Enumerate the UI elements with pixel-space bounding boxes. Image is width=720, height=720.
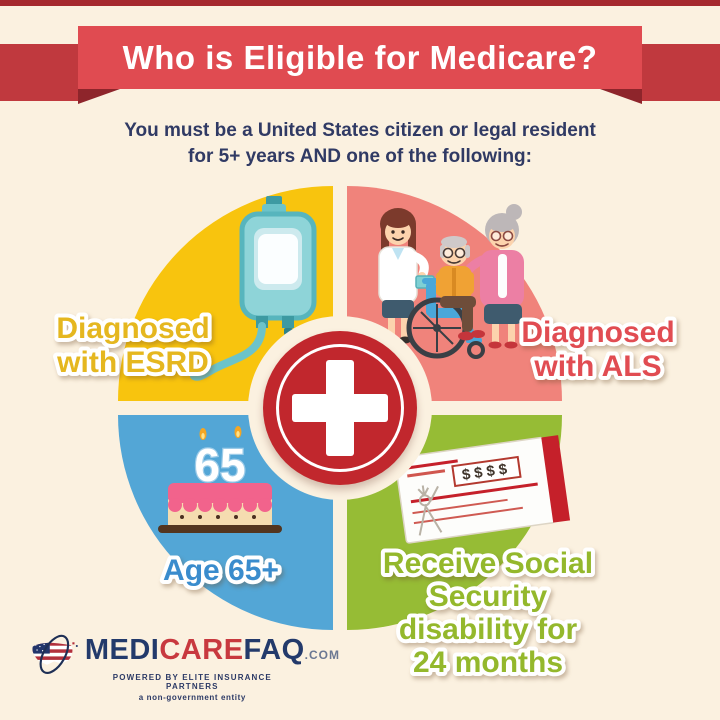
label-ssdi-line-1: Receive Social <box>383 547 593 580</box>
label-als-line-1: Diagnosed <box>521 316 674 349</box>
statue-of-liberty-sketch <box>417 485 443 536</box>
medicarefaq-logo: MEDICAREFAQ.COM POWERED BY ELITE INSURAN… <box>30 622 340 703</box>
brand-medi: MEDI <box>84 634 160 666</box>
label-esrd: Diagnosed with ESRD <box>52 308 214 383</box>
check-amount-text: $$$$ <box>461 460 512 484</box>
ribbon-fold-right <box>600 89 642 104</box>
ribbon-fold-left <box>78 89 120 104</box>
brand-wordmark: MEDICAREFAQ.COM <box>85 636 340 670</box>
intro-line-2: for 5+ years AND one of the following: <box>188 146 532 167</box>
label-ssdi-line-3: disability for <box>399 613 578 646</box>
logo-text-block: MEDICAREFAQ.COM POWERED BY ELITE INSURAN… <box>85 636 340 703</box>
label-age-65: Age 65+ <box>159 550 283 591</box>
cake-candles-number: 65 <box>194 439 245 491</box>
logo-tagline: POWERED BY ELITE INSURANCE PARTNERS <box>112 673 272 691</box>
social-security-check-icon: $$$$ <box>394 435 571 544</box>
label-ssdi-line-2: Security <box>429 580 548 613</box>
grandpa-figure <box>436 236 485 341</box>
brand-tld: .COM <box>304 648 340 662</box>
page-title: Who is Eligible for Medicare? <box>122 38 598 76</box>
medical-cross-icon <box>326 360 354 456</box>
label-esrd-line-2: with ESRD <box>56 346 209 379</box>
ribbon-tail-left <box>0 44 84 101</box>
brand-faq: FAQ <box>243 634 305 666</box>
intro-line-1: You must be a United States citizen or l… <box>124 120 596 141</box>
top-border-strip <box>0 0 720 6</box>
logo-subtext: a non-government entity <box>138 693 246 702</box>
title-banner: Who is Eligible for Medicare? <box>78 26 642 89</box>
nurse-figure <box>378 208 435 344</box>
grandma-figure <box>457 204 524 349</box>
label-ssdi: Receive Social Security disability for 2… <box>379 543 597 683</box>
ribbon-tail-right <box>636 44 720 101</box>
us-flag-map-orbit-icon <box>32 634 78 674</box>
caregivers-wheelchair-illustration <box>378 204 524 359</box>
label-esrd-line-1: Diagnosed <box>56 312 209 345</box>
label-ssdi-line-4: 24 months <box>413 646 563 679</box>
label-als-line-2: with ALS <box>533 350 661 383</box>
brand-care: CARE <box>159 634 244 666</box>
iv-blood-bag-icon <box>190 196 317 381</box>
center-badge-inner-ring <box>276 344 404 472</box>
label-als: Diagnosed with ALS <box>517 312 678 387</box>
label-age-65-line-1: Age 65+ <box>163 554 279 587</box>
birthday-cake-icon: 65 <box>158 426 282 533</box>
intro-text: You must be a United States citizen or l… <box>0 118 720 170</box>
